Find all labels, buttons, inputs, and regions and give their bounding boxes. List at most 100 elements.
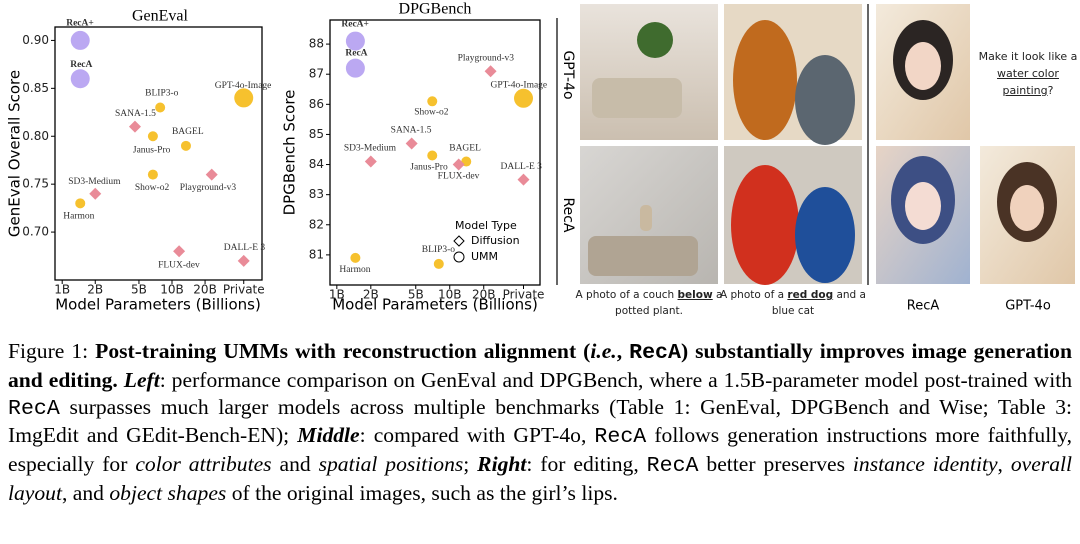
x-tick-label: 5B — [408, 288, 424, 302]
x-tick-label: 20B — [472, 288, 496, 302]
point — [234, 88, 254, 108]
point-label: SD3-Medium — [344, 144, 397, 154]
point-label: GPT-4o-Image — [215, 81, 272, 91]
legend-marker — [453, 251, 465, 263]
point — [364, 155, 377, 168]
vase — [640, 205, 652, 231]
text-run: : compared with GPT-4o, — [359, 423, 595, 448]
text-run: Left — [123, 367, 160, 392]
legend-label: UMM — [471, 250, 498, 263]
edit-label: GPT-4o — [1005, 299, 1051, 314]
point — [205, 168, 218, 181]
text-run: and — [271, 452, 319, 477]
y-tick-label: 84 — [309, 157, 324, 171]
text-run: spatial positions — [318, 452, 464, 477]
point — [237, 254, 250, 267]
point — [350, 252, 361, 263]
point-label: GPT-4o-Image — [491, 80, 548, 90]
text-run: A photo of a couch — [575, 289, 675, 301]
point-label: Show-o2 — [135, 183, 170, 193]
face — [1010, 185, 1044, 231]
figure-caption: Figure 1: Post-training UMMs with recons… — [8, 338, 1072, 507]
couch — [588, 236, 698, 276]
point — [517, 173, 530, 186]
couch — [592, 78, 682, 118]
legend-marker — [453, 235, 465, 247]
point-label: Playground-v3 — [180, 183, 237, 193]
text-run: better preserves — [698, 452, 853, 477]
point — [345, 31, 365, 51]
text-run: Right — [477, 452, 527, 477]
text-run: below — [677, 289, 713, 301]
point — [180, 140, 191, 151]
x-axis-label: Model Parameters (Billions) — [55, 296, 261, 314]
text-run: and a blue cat — [771, 289, 866, 317]
text-run: color attributes — [135, 452, 272, 477]
image-caption: A photo of a red dog and a blue cat — [718, 287, 868, 319]
point-label: SD3-Medium — [68, 177, 121, 187]
text-run: overall layout — [8, 452, 1073, 505]
text-run: i.e. — [590, 339, 617, 363]
point — [155, 102, 166, 113]
y-tick-label: 87 — [309, 67, 324, 81]
point-label: RecA+ — [341, 19, 369, 29]
point-label: SANA-1.5 — [391, 126, 432, 136]
point-label: BLIP3-o — [422, 245, 456, 255]
text-run: Figure 1: — [8, 339, 96, 363]
point-label: RecA — [345, 48, 367, 58]
x-tick-label: 10B — [438, 288, 462, 302]
point — [75, 198, 86, 209]
point-label: BLIP3-o — [145, 89, 179, 99]
point-label: Show-o2 — [414, 107, 449, 117]
text-run: of the original images, such as the girl… — [226, 480, 618, 505]
point — [514, 88, 534, 108]
y-tick-label: 83 — [309, 187, 324, 201]
face — [905, 42, 941, 90]
edit-label: RecA — [907, 299, 940, 314]
x-tick-label: 10B — [160, 283, 184, 297]
x-tick-label: Private — [503, 288, 545, 302]
text-run: red dog — [787, 289, 834, 301]
point-label: FLUX-dev — [438, 172, 480, 182]
chart-title: DPGBench — [399, 1, 472, 18]
face — [905, 182, 941, 230]
y-tick-label: 0.70 — [22, 225, 49, 239]
point — [70, 69, 90, 89]
y-tick-label: 0.90 — [22, 33, 49, 47]
x-tick-label: 20B — [193, 283, 217, 297]
x-tick-label: Private — [223, 283, 265, 297]
point-label: Janus-Pro — [410, 163, 448, 173]
chart-title: GenEval — [132, 8, 189, 25]
y-tick-label: 0.75 — [22, 177, 49, 191]
y-tick-label: 0.85 — [22, 81, 49, 95]
text-run: Make it look like a — [978, 50, 1078, 63]
dog — [733, 20, 797, 140]
text-run: Middle — [297, 423, 360, 448]
point-label: SANA-1.5 — [115, 109, 156, 119]
point-label: Playground-v3 — [458, 53, 515, 63]
point — [427, 150, 438, 161]
text-run: RecA — [646, 454, 699, 479]
text-run: follows generation instructions more fai… — [8, 423, 1072, 477]
text-run: ? — [1047, 84, 1054, 97]
text-run: a potted plant. — [615, 289, 723, 317]
plot-frame — [329, 19, 541, 286]
point — [173, 245, 186, 258]
point — [427, 96, 438, 107]
text-run: ; — [463, 452, 478, 477]
point — [147, 169, 158, 180]
text-run: , — [616, 339, 630, 363]
x-tick-label: 5B — [131, 283, 147, 297]
plant — [637, 22, 673, 58]
legend-label: Diffusion — [471, 234, 520, 247]
text-run: RecA — [594, 425, 647, 450]
point — [433, 258, 444, 269]
y-tick-label: 86 — [309, 97, 324, 111]
point-label: DALL-E 3 — [501, 162, 543, 172]
y-tick-label: 88 — [309, 37, 324, 51]
point — [405, 137, 418, 150]
figure: GPT-4o RecA RecA GPT-4o GenEval Model Par… — [6, 1, 1075, 314]
y-axis-label: GenEval Overall Score — [6, 70, 24, 237]
y-axis-label: DPGBench Score — [281, 90, 299, 216]
text-run: A photo of a — [720, 289, 785, 301]
